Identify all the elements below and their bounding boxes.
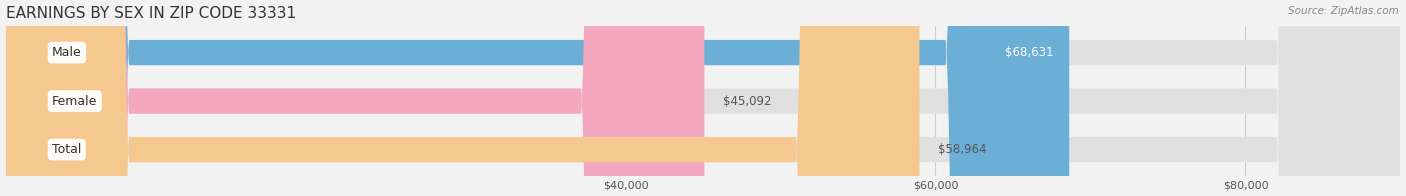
FancyBboxPatch shape <box>6 0 920 196</box>
Text: Male: Male <box>52 46 82 59</box>
Text: $45,092: $45,092 <box>723 95 772 108</box>
FancyBboxPatch shape <box>6 0 1069 196</box>
Text: Total: Total <box>52 143 82 156</box>
Text: Source: ZipAtlas.com: Source: ZipAtlas.com <box>1288 6 1399 16</box>
FancyBboxPatch shape <box>6 0 1400 196</box>
Text: EARNINGS BY SEX IN ZIP CODE 33331: EARNINGS BY SEX IN ZIP CODE 33331 <box>6 5 295 21</box>
Text: $68,631: $68,631 <box>1005 46 1053 59</box>
Text: Female: Female <box>52 95 97 108</box>
FancyBboxPatch shape <box>6 0 1400 196</box>
FancyBboxPatch shape <box>6 0 704 196</box>
Text: $58,964: $58,964 <box>938 143 987 156</box>
FancyBboxPatch shape <box>6 0 1400 196</box>
